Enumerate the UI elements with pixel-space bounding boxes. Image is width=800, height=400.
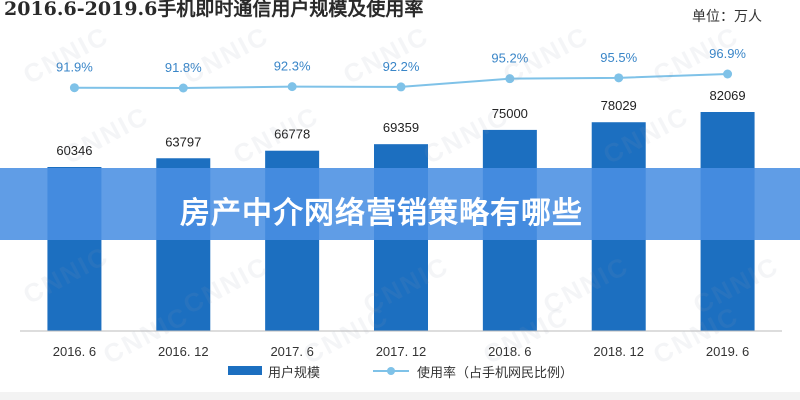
legend-bar-swatch	[228, 366, 262, 375]
usage-rate-point-6	[723, 69, 733, 79]
usage-rate-label-5: 95.5%	[600, 50, 637, 65]
usage-rate-label-3: 92.2%	[383, 59, 420, 74]
usage-rate-point-5	[614, 73, 624, 83]
bar-value-label-1: 63797	[165, 134, 201, 149]
usage-rate-point-3	[396, 82, 406, 92]
usage-rate-label-2: 92.3%	[274, 59, 311, 74]
x-tick-label-5: 2018. 12	[593, 344, 644, 359]
bar-value-label-5: 78029	[601, 98, 637, 113]
bar-value-label-6: 82069	[709, 88, 745, 103]
usage-rate-point-1	[178, 83, 188, 93]
usage-rate-labels: 91.9% 91.8% 92.3% 92.2% 95.2% 95.5% 96.9%	[56, 46, 746, 75]
x-tick-label-1: 2016. 12	[158, 344, 209, 359]
x-tick-label-3: 2017. 12	[376, 344, 427, 359]
footer-strip	[0, 392, 800, 400]
bar-value-label-0: 60346	[56, 143, 92, 158]
x-tick-label-4: 2018. 6	[488, 344, 531, 359]
usage-rate-label-6: 96.9%	[709, 46, 746, 61]
usage-rate-point-4	[505, 74, 515, 84]
bar-value-label-4: 75000	[492, 106, 528, 121]
x-tick-label-2: 2017. 6	[270, 344, 313, 359]
legend-line-marker	[387, 367, 395, 375]
chart-title: 2016.6-2019.6手机即时通信用户规模及使用率	[4, 0, 424, 20]
x-tick-label-0: 2016. 6	[53, 344, 96, 359]
legend-label-line: 使用率（占手机网民比例）	[417, 366, 574, 381]
x-tick-label-6: 2019. 6	[706, 344, 749, 359]
legend-label-bars: 用户规模	[268, 366, 321, 381]
usage-rate-point-2	[287, 82, 297, 92]
bar-value-labels: 60346 63797 66778 69359 75000 78029 82069	[56, 88, 745, 158]
bar-value-label-2: 66778	[274, 127, 310, 142]
x-tick-labels: 2016. 6 2016. 12 2017. 6 2017. 12 2018. 6 201…	[53, 344, 750, 359]
usage-rate-line	[69, 69, 733, 93]
usage-rate-point-0	[69, 83, 79, 93]
unit-label: 单位：万人	[692, 9, 762, 25]
title-banner: 房产中介网络营销策略有哪些	[0, 168, 800, 240]
banner-title: 房产中介网络营销策略有哪些	[180, 196, 583, 231]
bar-value-label-3: 69359	[383, 120, 419, 135]
usage-rate-label-1: 91.8%	[165, 60, 202, 75]
usage-rate-label-0: 91.9%	[56, 60, 93, 75]
usage-rate-label-4: 95.2%	[491, 51, 528, 66]
